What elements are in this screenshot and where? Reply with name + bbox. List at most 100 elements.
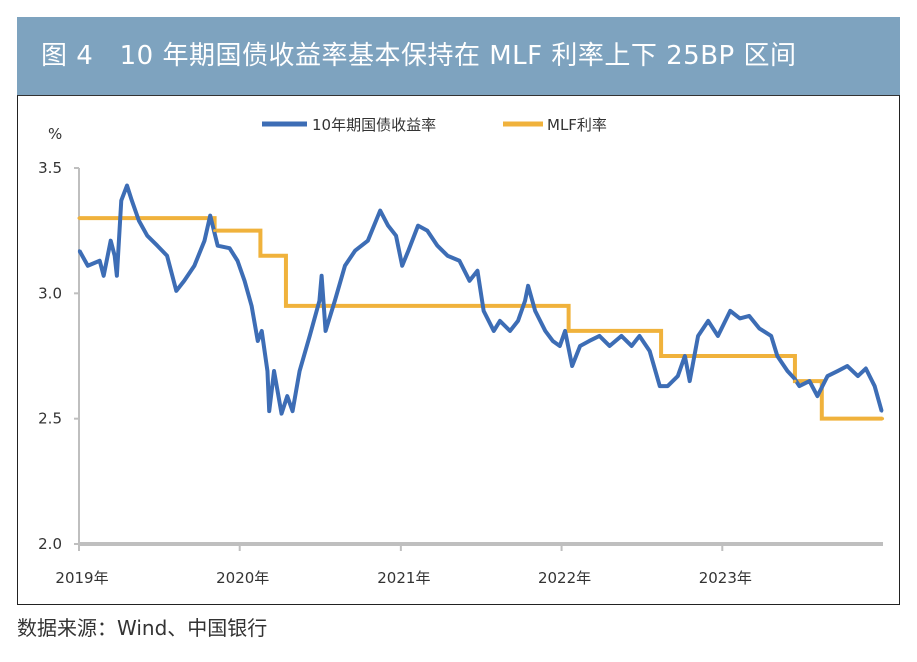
data-point-10y-yield: [435, 244, 439, 248]
data-point-10y-yield: [260, 329, 264, 333]
data-point-10y-yield: [558, 344, 562, 348]
data-point-10y-yield: [320, 274, 324, 278]
data-point-10y-yield: [738, 316, 742, 320]
data-point-10y-yield: [608, 344, 612, 348]
x-tick-label: 2019年: [55, 569, 108, 587]
y-tick-label: 2.0: [38, 535, 62, 553]
data-point-mlf: [659, 354, 663, 358]
data-point-10y-yield: [406, 249, 410, 253]
data-point-10y-yield: [543, 329, 547, 333]
data-point-mlf: [881, 417, 885, 421]
data-point-10y-yield: [492, 329, 496, 333]
data-point-10y-yield: [845, 364, 849, 368]
data-point-10y-yield: [563, 329, 567, 333]
data-point-mlf: [77, 216, 81, 220]
data-point-10y-yield: [333, 299, 337, 303]
data-point-10y-yield: [578, 344, 582, 348]
data-point-10y-yield: [298, 369, 302, 373]
data-point-10y-yield: [343, 264, 347, 268]
data-point-10y-yield: [256, 339, 260, 343]
data-point-10y-yield: [648, 349, 652, 353]
data-point-10y-yield: [165, 254, 169, 258]
data-point-10y-yield: [475, 269, 479, 273]
legend: 10年期国债收益率 MLF利率: [262, 116, 607, 134]
data-point-10y-yield: [386, 224, 390, 228]
data-point-10y-yield: [228, 246, 232, 250]
title-bar: 图 4 10 年期国债收益率基本保持在 MLF 利率上下 25BP 区间: [17, 17, 900, 95]
data-point-10y-yield: [570, 364, 574, 368]
data-point-10y-yield: [202, 239, 206, 243]
data-point-mlf: [213, 229, 217, 233]
data-point-10y-yield: [291, 409, 295, 413]
data-point-mlf: [820, 417, 824, 421]
data-point-10y-yield: [498, 319, 502, 323]
data-point-10y-yield: [216, 244, 220, 248]
data-point-mlf: [284, 304, 288, 308]
data-point-10y-yield: [775, 354, 779, 358]
data-point-10y-yield: [236, 259, 240, 263]
data-point-10y-yield: [243, 279, 247, 283]
data-point-10y-yield: [482, 309, 486, 313]
chart-frame: [17, 95, 900, 605]
data-point-10y-yield: [366, 239, 370, 243]
data-point-10y-yield: [716, 334, 720, 338]
data-point-10y-yield: [98, 259, 102, 263]
data-point-mlf: [793, 379, 797, 383]
data-point-10y-yield: [676, 374, 680, 378]
data-point-10y-yield: [119, 199, 123, 203]
data-point-10y-yield: [308, 334, 312, 338]
data-point-10y-yield: [400, 264, 404, 268]
data-point-10y-yield: [666, 384, 670, 388]
data-point-10y-yield: [102, 274, 106, 278]
data-point-mlf: [258, 254, 262, 258]
data-point-10y-yield: [683, 354, 687, 358]
data-point-10y-yield: [696, 334, 700, 338]
x-tick-label: 2020年: [216, 569, 269, 587]
data-point-10y-yield: [864, 367, 868, 371]
data-point-10y-yield: [425, 229, 429, 233]
data-point-10y-yield: [619, 334, 623, 338]
y-tick-label: 3.5: [38, 159, 62, 177]
data-point-10y-yield: [468, 279, 472, 283]
legend-label-yield: 10年期国债收益率: [312, 116, 436, 134]
data-point-10y-yield: [174, 289, 178, 293]
data-point-10y-yield: [109, 239, 113, 243]
chart-title: 图 4 10 年期国债收益率基本保持在 MLF 利率上下 25BP 区间: [41, 41, 797, 71]
data-point-10y-yield: [797, 384, 801, 388]
data-point-10y-yield: [208, 214, 212, 218]
data-point-10y-yield: [280, 412, 284, 416]
data-source-note: 数据来源：Wind、中国银行: [17, 616, 268, 640]
data-point-10y-yield: [880, 409, 884, 413]
data-point-10y-yield: [508, 329, 512, 333]
data-point-10y-yield: [125, 184, 129, 188]
x-tick-label: 2022年: [538, 569, 591, 587]
data-point-10y-yield: [265, 369, 269, 373]
data-point-10y-yield: [324, 329, 328, 333]
x-tick-label: 2023年: [699, 569, 752, 587]
y-axis-label: %: [48, 125, 62, 143]
data-point-10y-yield: [250, 304, 254, 308]
data-point-10y-yield: [416, 224, 420, 228]
x-tick-label: 2021年: [377, 569, 430, 587]
data-point-10y-yield: [267, 409, 271, 413]
series-line-10y-yield: [77, 183, 884, 416]
data-point-10y-yield: [792, 377, 796, 381]
data-point-10y-yield: [516, 319, 520, 323]
data-point-10y-yield: [113, 254, 117, 258]
data-point-10y-yield: [523, 299, 527, 303]
data-point-10y-yield: [815, 394, 819, 398]
data-point-10y-yield: [638, 334, 642, 338]
data-point-10y-yield: [182, 279, 186, 283]
data-point-10y-yield: [115, 274, 119, 278]
data-point-10y-yield: [658, 384, 662, 388]
data-point-10y-yield: [807, 379, 811, 383]
data-point-10y-yield: [192, 264, 196, 268]
data-point-mlf: [567, 329, 571, 333]
data-point-10y-yield: [757, 326, 761, 330]
data-point-10y-yield: [533, 309, 537, 313]
data-point-10y-yield: [446, 254, 450, 258]
data-point-10y-yield: [137, 219, 141, 223]
data-point-10y-yield: [130, 199, 134, 203]
